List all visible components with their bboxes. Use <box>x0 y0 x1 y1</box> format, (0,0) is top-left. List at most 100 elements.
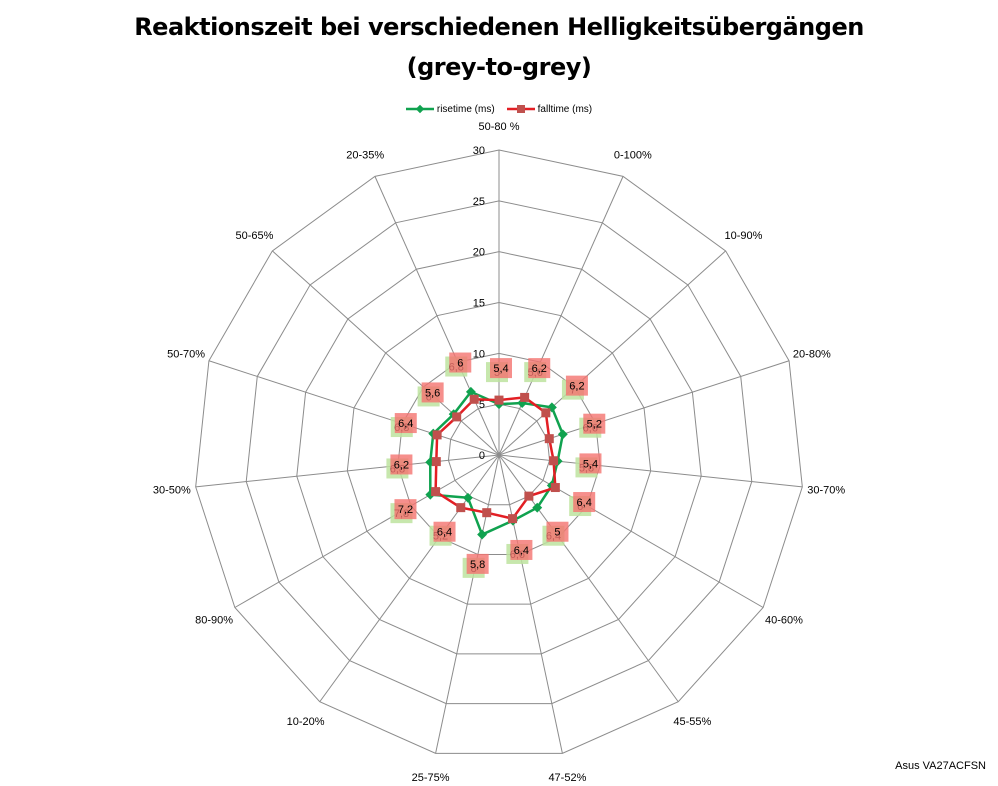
data-point-falltime <box>541 408 551 418</box>
data-point-falltime <box>456 503 466 513</box>
legend-marker-risetime <box>405 104 434 114</box>
axis-tick-label: 5 <box>479 399 485 411</box>
category-label: 45-55% <box>673 716 711 728</box>
data-label-falltime: 6,2 <box>569 381 584 393</box>
data-point-falltime <box>432 430 442 440</box>
grid-spoke <box>195 454 500 488</box>
legend-item-falltime: falltime (ms) <box>506 103 593 115</box>
data-point-falltime <box>549 456 559 466</box>
data-label-box-falltime <box>466 553 489 574</box>
grid-spoke <box>234 454 500 608</box>
data-point-falltime <box>431 457 441 467</box>
axis-tick-label: 10 <box>473 348 485 360</box>
category-label: 80-90% <box>195 615 233 627</box>
grid-spoke <box>374 176 500 456</box>
data-label-falltime: 6,4 <box>514 545 529 557</box>
data-point-risetime <box>465 386 476 397</box>
data-label-falltime: 5,4 <box>583 458 598 470</box>
chart-subtitle: (grey-to-grey) <box>406 53 592 81</box>
data-point-falltime <box>482 508 492 518</box>
grid-spoke <box>319 454 500 703</box>
data-point-risetime <box>477 529 488 540</box>
radial-axis-ticks: 0 5 10 15 20 25 30 <box>473 145 485 462</box>
grid-spoke <box>498 454 803 488</box>
grid-ring <box>195 149 803 754</box>
data-label-falltime: 6,4 <box>398 418 413 430</box>
category-label: 40-60% <box>765 615 803 627</box>
legend: risetime (ms) falltime (ms) <box>0 101 998 117</box>
data-label-falltime: 6 <box>457 358 463 370</box>
grid-spoke <box>498 176 624 456</box>
grid-spoke <box>272 250 500 456</box>
category-label: 50-80 % <box>479 121 520 133</box>
grid-ring <box>447 403 551 506</box>
data-label-box-falltime <box>433 521 456 542</box>
data-label-box-falltime <box>579 453 602 474</box>
series-line-risetime <box>428 390 565 536</box>
data-point-falltime <box>508 514 518 524</box>
data-label-falltime: 6,2 <box>394 459 409 471</box>
data-label-box-falltime <box>394 499 417 520</box>
grid-spoke <box>435 454 500 754</box>
category-label: 30-50% <box>153 484 191 496</box>
grid-spoke <box>498 454 563 754</box>
category-labels: 50-80 % 0-100% 10-90% 20-80% 30-70% 40-60% 45-… <box>153 121 846 784</box>
data-labels: 55,676,65,866,46,685,27,86,86,866,85,46,… <box>386 352 606 578</box>
category-label: 50-70% <box>167 348 205 360</box>
data-label-falltime: 6,4 <box>437 527 452 539</box>
grid-ring <box>245 200 753 705</box>
grid-spoke <box>498 250 726 456</box>
category-label: 50-65% <box>236 230 274 242</box>
data-label-falltime: 6,2 <box>532 363 547 375</box>
axis-tick-label: 0 <box>479 450 485 462</box>
data-point-falltime <box>494 395 504 405</box>
axis-tick-label: 30 <box>473 145 485 157</box>
data-point-falltime <box>452 412 462 422</box>
data-point-risetime <box>557 429 568 440</box>
data-label-box-falltime <box>510 539 533 560</box>
monitor-model-label: Asus VA27ACFSN <box>895 760 986 772</box>
category-label: 10-90% <box>725 230 763 242</box>
data-label-falltime: 5,2 <box>587 419 602 431</box>
legend-label-risetime: risetime (ms) <box>436 103 495 115</box>
data-point-risetime <box>532 502 543 513</box>
category-label: 20-35% <box>346 149 384 161</box>
data-point-falltime <box>431 487 441 497</box>
data-label-box-falltime <box>421 382 444 403</box>
legend-label-falltime: falltime (ms) <box>537 103 593 115</box>
legend-item-risetime: risetime (ms) <box>405 103 495 115</box>
data-label-box-falltime <box>449 352 472 373</box>
data-point-falltime <box>520 392 530 402</box>
data-point-falltime <box>469 394 479 404</box>
data-point-risetime <box>462 492 473 503</box>
grid-spoke <box>498 454 764 608</box>
data-point-falltime <box>544 434 554 444</box>
axis-tick-label: 15 <box>473 298 485 310</box>
grid-ring <box>397 352 601 555</box>
category-label: 30-70% <box>807 484 845 496</box>
data-label-falltime: 5,6 <box>425 387 440 399</box>
axis-tick-label: 20 <box>473 247 485 259</box>
legend-marker-falltime <box>506 105 535 113</box>
category-label: 20-80% <box>793 348 831 360</box>
grid-ring <box>346 301 652 605</box>
series-line-falltime <box>434 396 557 520</box>
data-label-falltime: 7,2 <box>398 504 413 516</box>
axis-tick-label: 25 <box>473 196 485 208</box>
data-label-box-falltime <box>573 492 596 513</box>
data-point-falltime <box>550 483 560 493</box>
category-label: 47-52% <box>548 772 586 784</box>
data-label-box-falltime <box>490 358 512 379</box>
grid-ring <box>296 251 702 655</box>
category-label: 25-75% <box>412 772 450 784</box>
category-label: 0-100% <box>614 149 652 161</box>
data-label-box-falltime <box>546 521 569 542</box>
grid-spoke <box>208 360 500 456</box>
data-label-box-falltime <box>394 413 417 434</box>
data-label-falltime: 5,4 <box>493 363 508 375</box>
data-label-falltime: 5,8 <box>470 559 485 571</box>
data-label-falltime: 5 <box>554 527 560 539</box>
radar-grid <box>195 149 803 754</box>
chart-title: Reaktionszeit bei verschiedenen Helligke… <box>134 13 864 41</box>
